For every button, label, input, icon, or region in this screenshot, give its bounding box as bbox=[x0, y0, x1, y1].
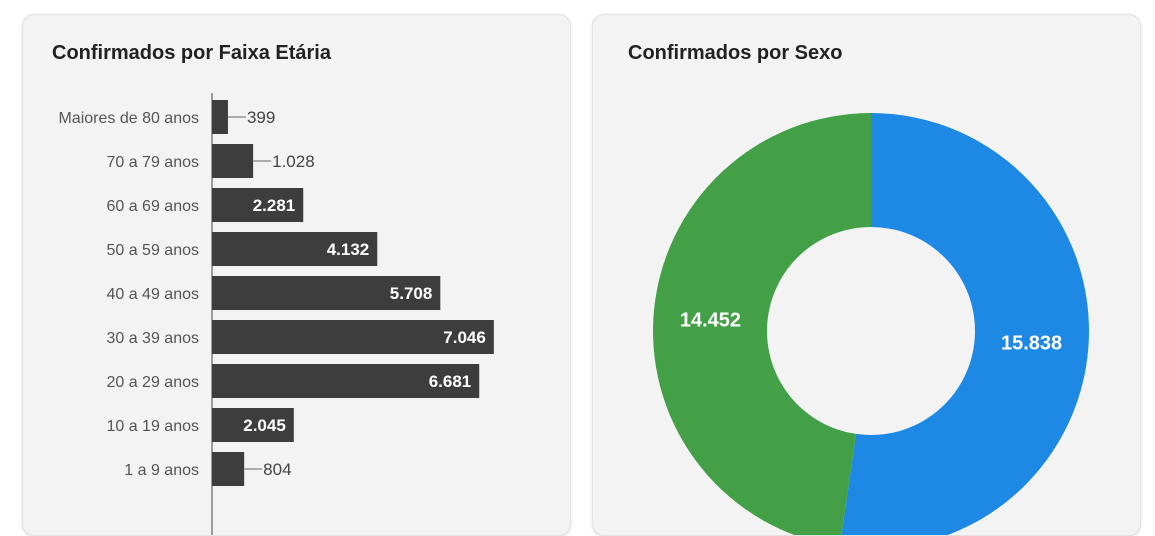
bar bbox=[212, 364, 480, 398]
bar-category-label: 70 a 79 anos bbox=[106, 154, 199, 171]
bar-category-label: Maiores de 80 anos bbox=[58, 110, 199, 127]
bar bbox=[212, 276, 441, 310]
bar bbox=[212, 408, 294, 442]
bar-category-label: 20 a 29 anos bbox=[106, 374, 199, 391]
sex-donut-chart: 15.838 14.452 bbox=[653, 113, 1089, 535]
bar bbox=[212, 452, 245, 486]
sex-chart-card: Confirmados por Sexo 15.838 14.452 bbox=[592, 14, 1141, 536]
bar-value-label: 399 bbox=[247, 108, 275, 127]
bar bbox=[212, 232, 378, 266]
bar-category-label: 40 a 49 anos bbox=[106, 286, 199, 303]
donut-slice-label: 14.452 bbox=[680, 309, 741, 331]
bar-value-label: 1.028 bbox=[272, 152, 315, 171]
bar bbox=[212, 100, 228, 134]
bar-category-label: 60 a 69 anos bbox=[106, 198, 199, 215]
donut-slice-label: 15.838 bbox=[1001, 333, 1062, 355]
age-chart-card: Confirmados por Faixa Etária Maiores de … bbox=[22, 14, 571, 536]
donut-slice bbox=[653, 113, 871, 535]
bar-category-label: 50 a 59 anos bbox=[106, 242, 199, 259]
bar bbox=[212, 144, 254, 178]
sex-chart-title: Confirmados por Sexo bbox=[628, 42, 843, 64]
bar-category-label: 30 a 39 anos bbox=[106, 330, 199, 347]
age-chart-title: Confirmados por Faixa Etária bbox=[52, 42, 331, 64]
bar-value-label: 804 bbox=[263, 460, 291, 479]
bar-value-label: 2.281 bbox=[253, 196, 296, 215]
bar bbox=[212, 320, 494, 354]
bar-category-label: 1 a 9 anos bbox=[124, 462, 199, 479]
age-bar-chart: Maiores de 80 anos 399 70 a 79 anos 1.028 60… bbox=[58, 93, 494, 535]
donut-slice bbox=[841, 113, 1089, 535]
bar bbox=[212, 188, 304, 222]
bar-value-label: 7.046 bbox=[443, 328, 486, 347]
bar-value-label: 5.708 bbox=[390, 284, 433, 303]
bar-value-label: 6.681 bbox=[429, 372, 472, 391]
bar-value-label: 2.045 bbox=[243, 416, 286, 435]
bar-category-label: 10 a 19 anos bbox=[106, 418, 199, 435]
bar-value-label: 4.132 bbox=[327, 240, 370, 259]
